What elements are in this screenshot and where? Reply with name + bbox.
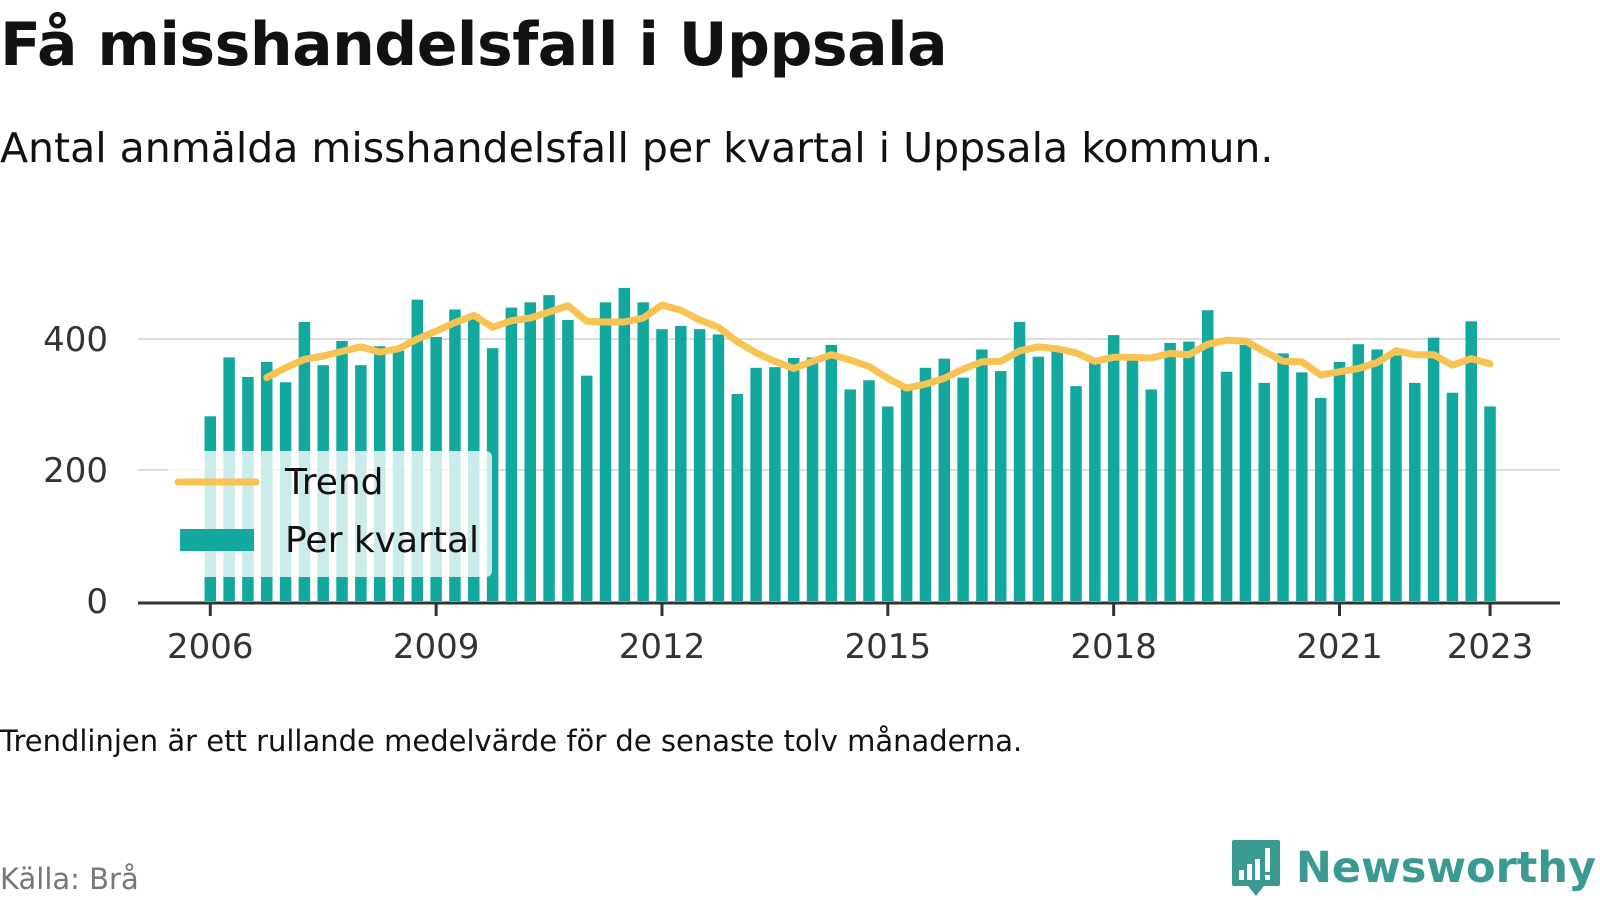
newsworthy-logo-icon bbox=[1231, 840, 1280, 896]
bar bbox=[1032, 356, 1045, 601]
bar bbox=[693, 329, 706, 601]
bar bbox=[787, 357, 800, 601]
bar bbox=[1220, 371, 1233, 601]
bar bbox=[1126, 354, 1139, 601]
bar bbox=[825, 344, 838, 601]
footnote: Trendlinjen är ett rullande medelvärde f… bbox=[0, 724, 1023, 758]
bar bbox=[1409, 382, 1421, 601]
bar bbox=[882, 406, 894, 601]
bar bbox=[1070, 386, 1082, 601]
bar bbox=[486, 348, 499, 601]
bar bbox=[1314, 397, 1327, 601]
x-tick-label: 2009 bbox=[393, 627, 480, 667]
bar bbox=[806, 357, 819, 601]
bar bbox=[750, 367, 762, 601]
brand: Newsworthy bbox=[1230, 838, 1596, 898]
bar bbox=[1296, 372, 1308, 601]
x-tick-label: 2012 bbox=[619, 627, 706, 667]
legend: Trend Per kvartal bbox=[168, 451, 492, 577]
bar bbox=[900, 387, 913, 601]
y-tick-label: 0 bbox=[86, 582, 108, 622]
bar bbox=[1164, 342, 1176, 601]
bar bbox=[976, 349, 988, 601]
bar bbox=[524, 302, 536, 601]
bar bbox=[1390, 355, 1402, 601]
bar bbox=[1277, 353, 1289, 601]
x-tick-label: 2015 bbox=[845, 627, 932, 667]
bar bbox=[505, 307, 518, 601]
bar bbox=[994, 371, 1007, 601]
bar bbox=[656, 329, 668, 601]
x-tick-label: 2021 bbox=[1296, 627, 1383, 667]
bar bbox=[1371, 349, 1383, 601]
bar bbox=[1446, 392, 1459, 601]
bar bbox=[637, 302, 649, 601]
bar bbox=[1484, 406, 1496, 601]
bar bbox=[938, 358, 951, 601]
legend-swatch-bars bbox=[180, 529, 254, 551]
bar bbox=[1465, 321, 1477, 601]
bar bbox=[844, 389, 856, 601]
bar bbox=[543, 295, 555, 601]
bar bbox=[1089, 361, 1101, 601]
bar bbox=[675, 325, 687, 601]
bar bbox=[1202, 310, 1214, 601]
bar bbox=[769, 367, 781, 601]
bar bbox=[1183, 341, 1195, 601]
bar bbox=[599, 302, 612, 601]
chart-area: 0 200 400 2006 2009 2012 2015 2018 2021 2023 Tre… bbox=[43, 287, 1560, 667]
bar bbox=[731, 394, 744, 601]
bar bbox=[957, 377, 969, 601]
brand-name: Newsworthy bbox=[1295, 843, 1596, 893]
chart-title: Få misshandelsfall i Uppsala bbox=[0, 10, 948, 80]
y-tick-label: 400 bbox=[43, 320, 108, 360]
bar bbox=[1051, 347, 1063, 601]
bar bbox=[712, 334, 725, 601]
chart-subtitle: Antal anmälda misshandelsfall per kvarta… bbox=[0, 124, 1274, 172]
bar bbox=[411, 299, 424, 601]
bar bbox=[1107, 335, 1120, 601]
bar bbox=[1333, 361, 1346, 601]
bar bbox=[1239, 344, 1252, 601]
bar bbox=[863, 380, 875, 601]
bar bbox=[1427, 337, 1440, 601]
bar bbox=[618, 287, 631, 601]
bar bbox=[562, 320, 574, 601]
x-tick-label: 2018 bbox=[1070, 627, 1157, 667]
bar bbox=[919, 367, 932, 601]
trend-line bbox=[263, 301, 1494, 392]
axes: 2006 2009 2012 2015 2018 2021 2023 bbox=[138, 601, 1560, 667]
legend-label-trend: Trend bbox=[284, 462, 384, 503]
bar bbox=[1352, 344, 1365, 601]
y-tick-label: 200 bbox=[43, 451, 108, 491]
bar bbox=[580, 375, 593, 601]
legend-label-bars: Per kvartal bbox=[285, 520, 479, 561]
bar bbox=[1258, 382, 1270, 601]
x-tick-label: 2006 bbox=[167, 627, 254, 667]
source-label: Källa: Brå bbox=[0, 862, 139, 896]
trend-series bbox=[263, 301, 1494, 392]
bar bbox=[1013, 321, 1026, 601]
bar bbox=[1145, 389, 1158, 601]
x-tick-label: 2023 bbox=[1447, 627, 1534, 667]
